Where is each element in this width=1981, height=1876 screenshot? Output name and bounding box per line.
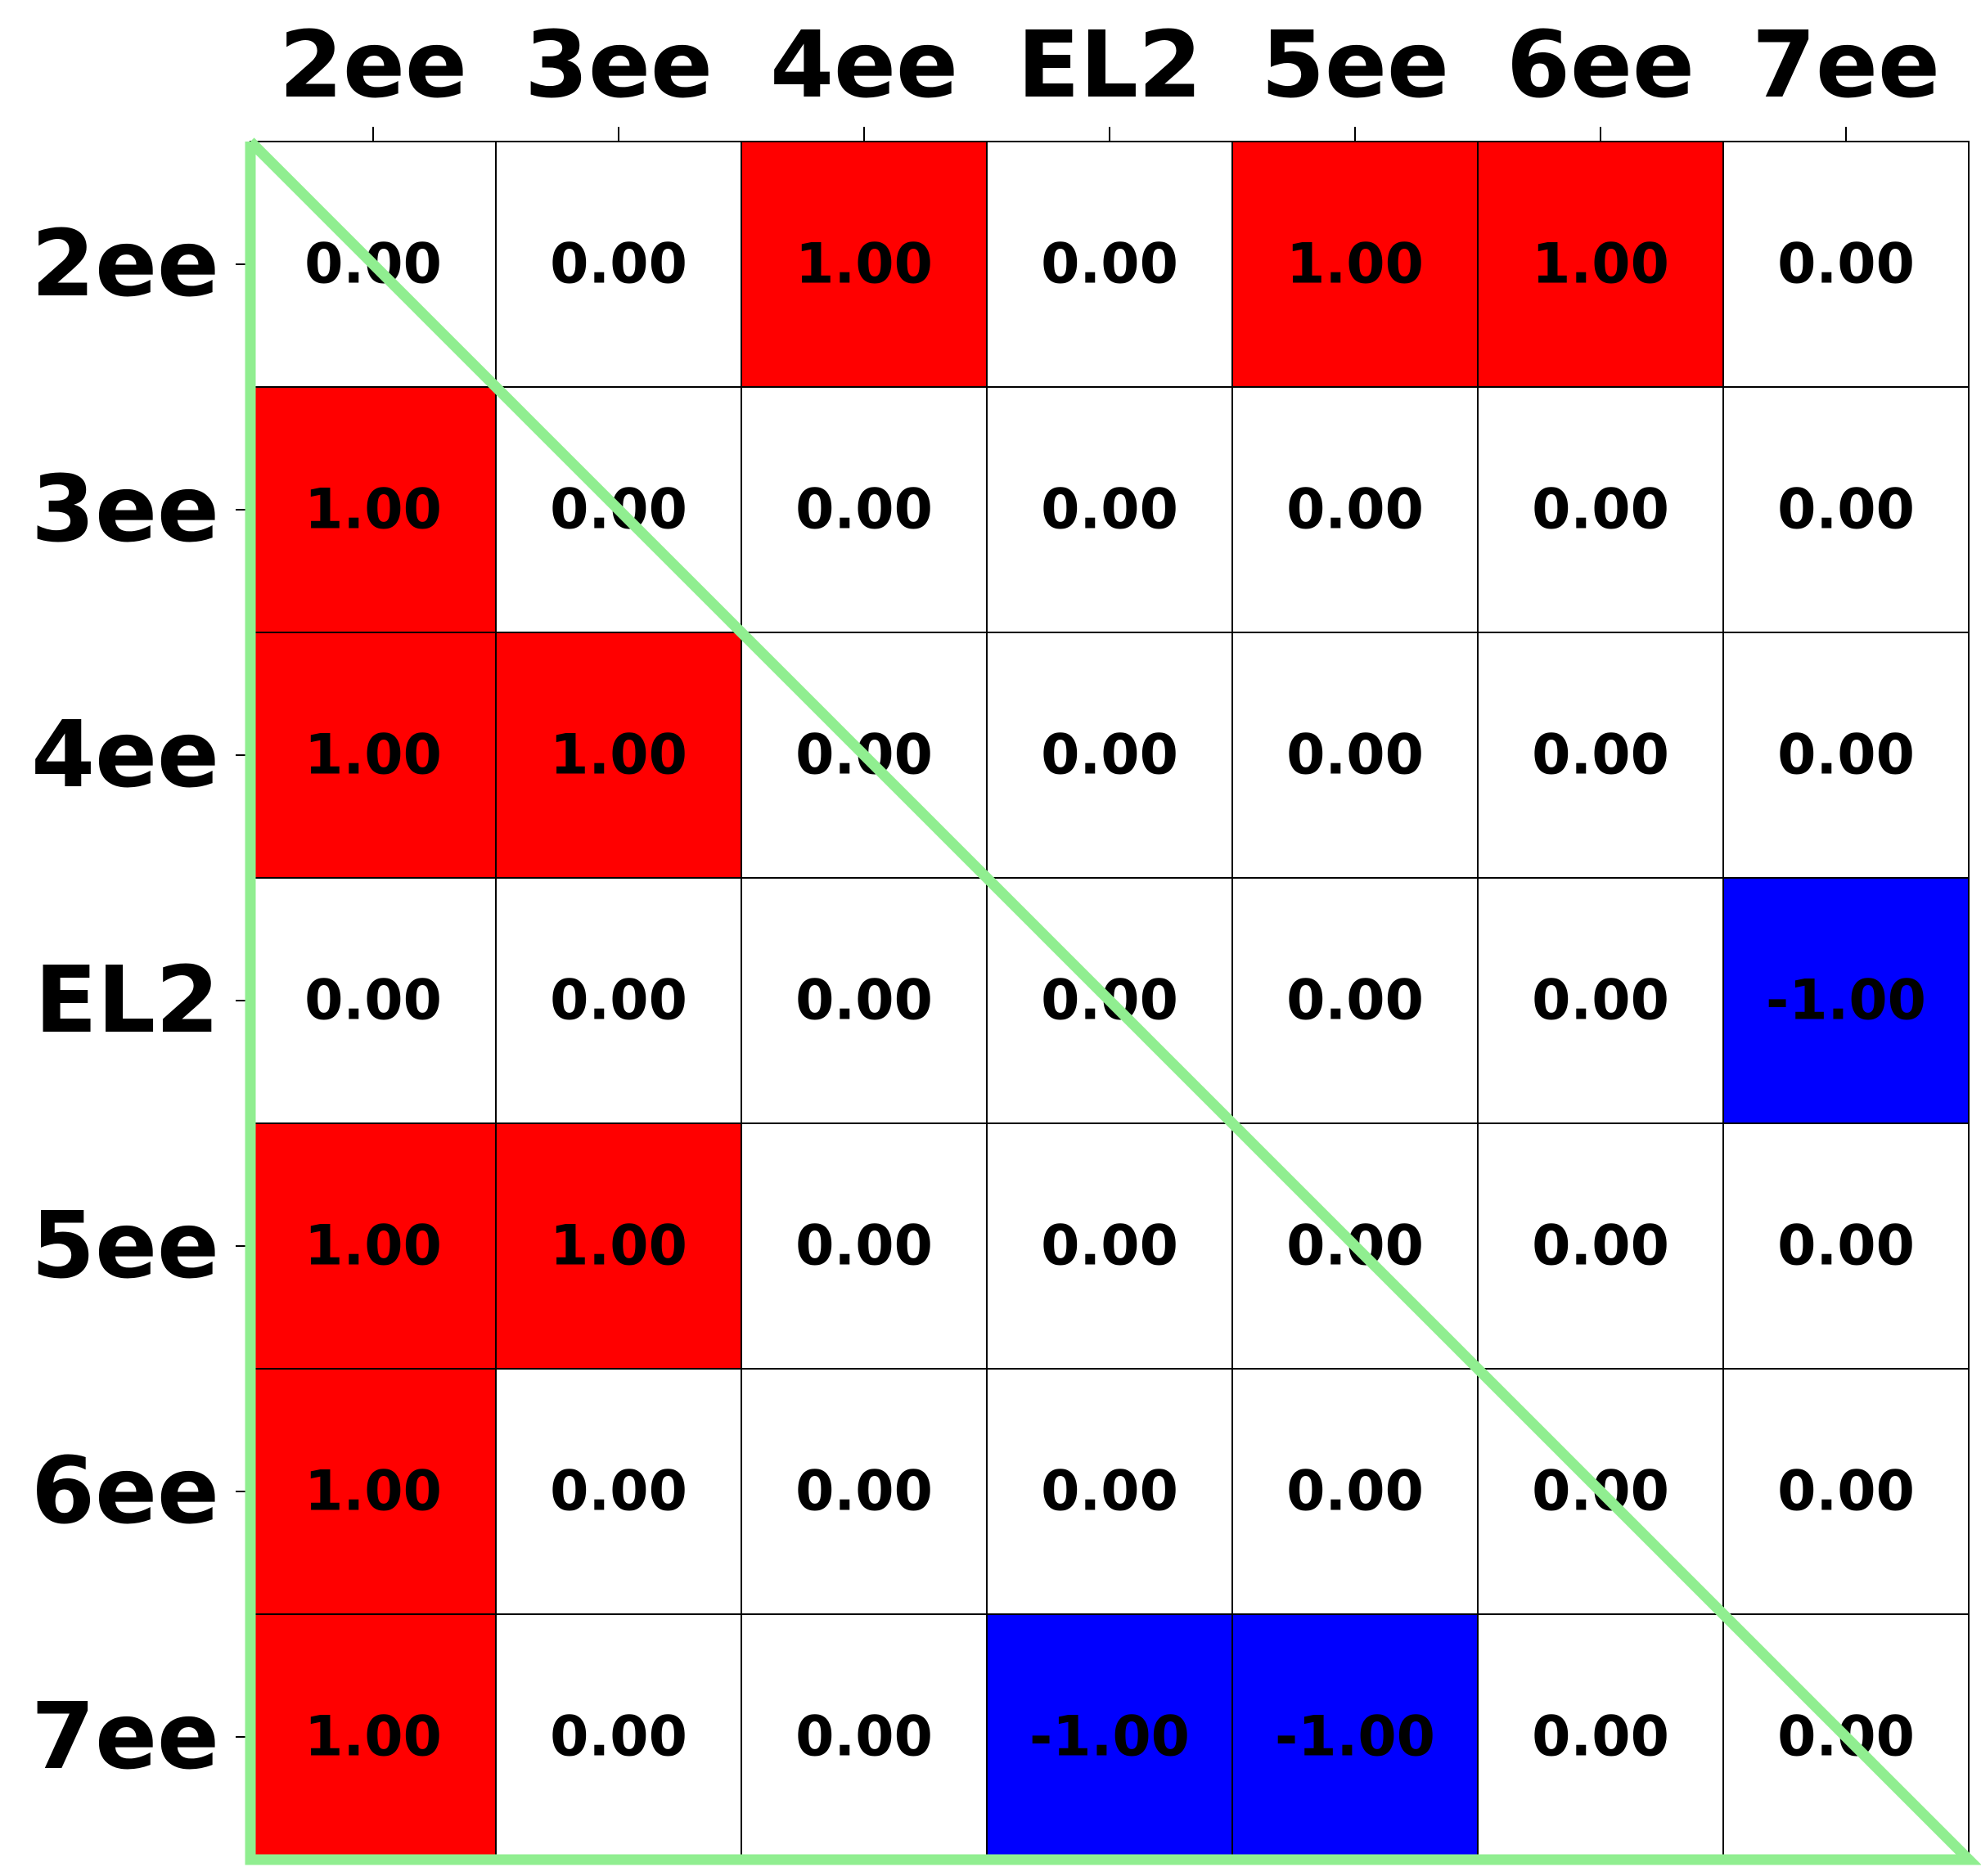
green-triangle-overlay xyxy=(245,137,1981,1865)
cell-value-label: 1.00 xyxy=(1286,232,1424,297)
cell-value-label: 1.00 xyxy=(550,723,687,788)
cell-value-label: 0.00 xyxy=(1286,1460,1424,1524)
cell-value-label: 0.00 xyxy=(1041,232,1178,297)
cell-value-label: 0.00 xyxy=(1041,723,1178,788)
x-tick-label: 7ee xyxy=(1752,12,1940,119)
heatmap-cell xyxy=(741,386,988,633)
cell-value-label: 0.00 xyxy=(795,1460,933,1524)
heatmap-cell xyxy=(1722,386,1970,633)
heatmap-cell xyxy=(741,1613,988,1860)
heatmap-cell xyxy=(986,632,1233,879)
heatmap-cell xyxy=(1477,1613,1724,1860)
cell-value-label: 1.00 xyxy=(1532,232,1669,297)
x-tick-label: 5ee xyxy=(1261,12,1449,119)
heatmap-cell xyxy=(1722,1122,1970,1370)
cell-value-label: 0.00 xyxy=(1286,723,1424,788)
cell-value-label: 0.00 xyxy=(1777,478,1915,542)
heatmap-cell xyxy=(1231,386,1479,633)
cell-value-label: -1.00 xyxy=(1275,1705,1435,1770)
x-tick-label: 6ee xyxy=(1506,12,1695,119)
heatmap-cell xyxy=(250,1122,497,1370)
x-tick-label: 2ee xyxy=(279,12,467,119)
cell-value-label: 1.00 xyxy=(304,1460,442,1524)
heatmap-cell xyxy=(250,877,497,1124)
heatmap-cell xyxy=(1477,632,1724,879)
cell-value-label: 0.00 xyxy=(550,969,687,1033)
cell-value-label: 1.00 xyxy=(550,1214,687,1279)
y-tick-label: 5ee xyxy=(31,1193,219,1299)
cell-value-label: 0.00 xyxy=(1041,478,1178,542)
heatmap-cell xyxy=(1722,141,1970,388)
heatmap-cell xyxy=(1231,1613,1479,1860)
cell-value-label: -1.00 xyxy=(1766,969,1926,1033)
heatmap-cell xyxy=(250,1613,497,1860)
cell-value-label: 0.00 xyxy=(1777,232,1915,297)
y-tick-label: 4ee xyxy=(31,702,219,808)
y-axis: 2ee 3ee 4ee EL2 5ee 6ee 7ee xyxy=(31,211,250,1790)
y-tick-label: 2ee xyxy=(31,211,219,317)
heatmap-cell xyxy=(495,141,742,388)
heatmap-cell xyxy=(1477,141,1724,388)
cell-value-label: 1.00 xyxy=(304,1705,442,1770)
cell-value-label: 1.00 xyxy=(304,723,442,788)
cell-value-label: 0.00 xyxy=(1532,478,1669,542)
cell-value-label: 0.00 xyxy=(1777,1214,1915,1279)
heatmap-cell xyxy=(1722,877,1970,1124)
x-tick-label: EL2 xyxy=(1017,12,1202,119)
cell-value-label: -1.00 xyxy=(1029,1705,1190,1770)
heatmap-cell xyxy=(741,1122,988,1370)
y-tick-label: 7ee xyxy=(31,1684,219,1790)
heatmap-cell xyxy=(1231,632,1479,879)
cell-value-label: 0.00 xyxy=(1777,1460,1915,1524)
heatmap-cell xyxy=(986,1613,1233,1860)
heatmap-cell xyxy=(250,386,497,633)
heatmap-cell xyxy=(495,1613,742,1860)
cell-value-label: 0.00 xyxy=(1041,1460,1178,1524)
heatmap-cell xyxy=(1477,386,1724,633)
cell-value-labels: 0.00 0.00 1.00 0.00 1.00 1.00 0.00 1.00 0.00 0.00… xyxy=(304,232,1926,1770)
heatmap-cell xyxy=(986,1368,1233,1615)
x-tick-label: 3ee xyxy=(525,12,713,119)
x-tick-label: 4ee xyxy=(770,12,958,119)
heatmap-cells xyxy=(250,141,1970,1860)
cell-value-label: 0.00 xyxy=(795,1214,933,1279)
heatmap-cell xyxy=(986,141,1233,388)
heatmap-cell xyxy=(495,877,742,1124)
heatmap-cell xyxy=(1722,1368,1970,1615)
heatmap-cell xyxy=(741,1368,988,1615)
y-tick-label: 6ee xyxy=(31,1438,219,1545)
cell-value-label: 1.00 xyxy=(795,232,933,297)
cell-value-label: 0.00 xyxy=(1532,1705,1669,1770)
cell-value-label: 0.00 xyxy=(550,1705,687,1770)
cell-value-label: 0.00 xyxy=(1286,969,1424,1033)
cell-value-label: 0.00 xyxy=(1777,723,1915,788)
heatmap-cell xyxy=(495,1368,742,1615)
heatmap-cell xyxy=(250,632,497,879)
cell-value-label: 0.00 xyxy=(795,969,933,1033)
cell-value-label: 0.00 xyxy=(1532,1214,1669,1279)
cell-value-label: 0.00 xyxy=(550,1460,687,1524)
heatmap-cell xyxy=(250,1368,497,1615)
y-tick-label: 3ee xyxy=(31,457,219,563)
heatmap-cell xyxy=(495,632,742,879)
heatmap-cell xyxy=(1477,877,1724,1124)
cell-value-label: 0.00 xyxy=(1532,969,1669,1033)
cell-value-label: 0.00 xyxy=(1532,723,1669,788)
cell-value-label: 0.00 xyxy=(1286,478,1424,542)
cell-value-label: 0.00 xyxy=(304,969,442,1033)
cell-value-label: 0.00 xyxy=(795,1705,933,1770)
y-tick-label: EL2 xyxy=(34,947,219,1054)
cell-value-label: 1.00 xyxy=(304,478,442,542)
cell-value-label: 0.00 xyxy=(550,232,687,297)
heatmap-cell xyxy=(1722,632,1970,879)
heatmap-cell xyxy=(1231,1368,1479,1615)
cell-value-label: 1.00 xyxy=(304,1214,442,1279)
x-axis: 2ee 3ee 4ee EL2 5ee 6ee 7ee xyxy=(250,12,1969,142)
heatmap-cell xyxy=(1477,1122,1724,1370)
heatmap-cell xyxy=(1231,141,1479,388)
cell-value-label: 0.00 xyxy=(1041,1214,1178,1279)
cell-value-label: 0.00 xyxy=(795,478,933,542)
